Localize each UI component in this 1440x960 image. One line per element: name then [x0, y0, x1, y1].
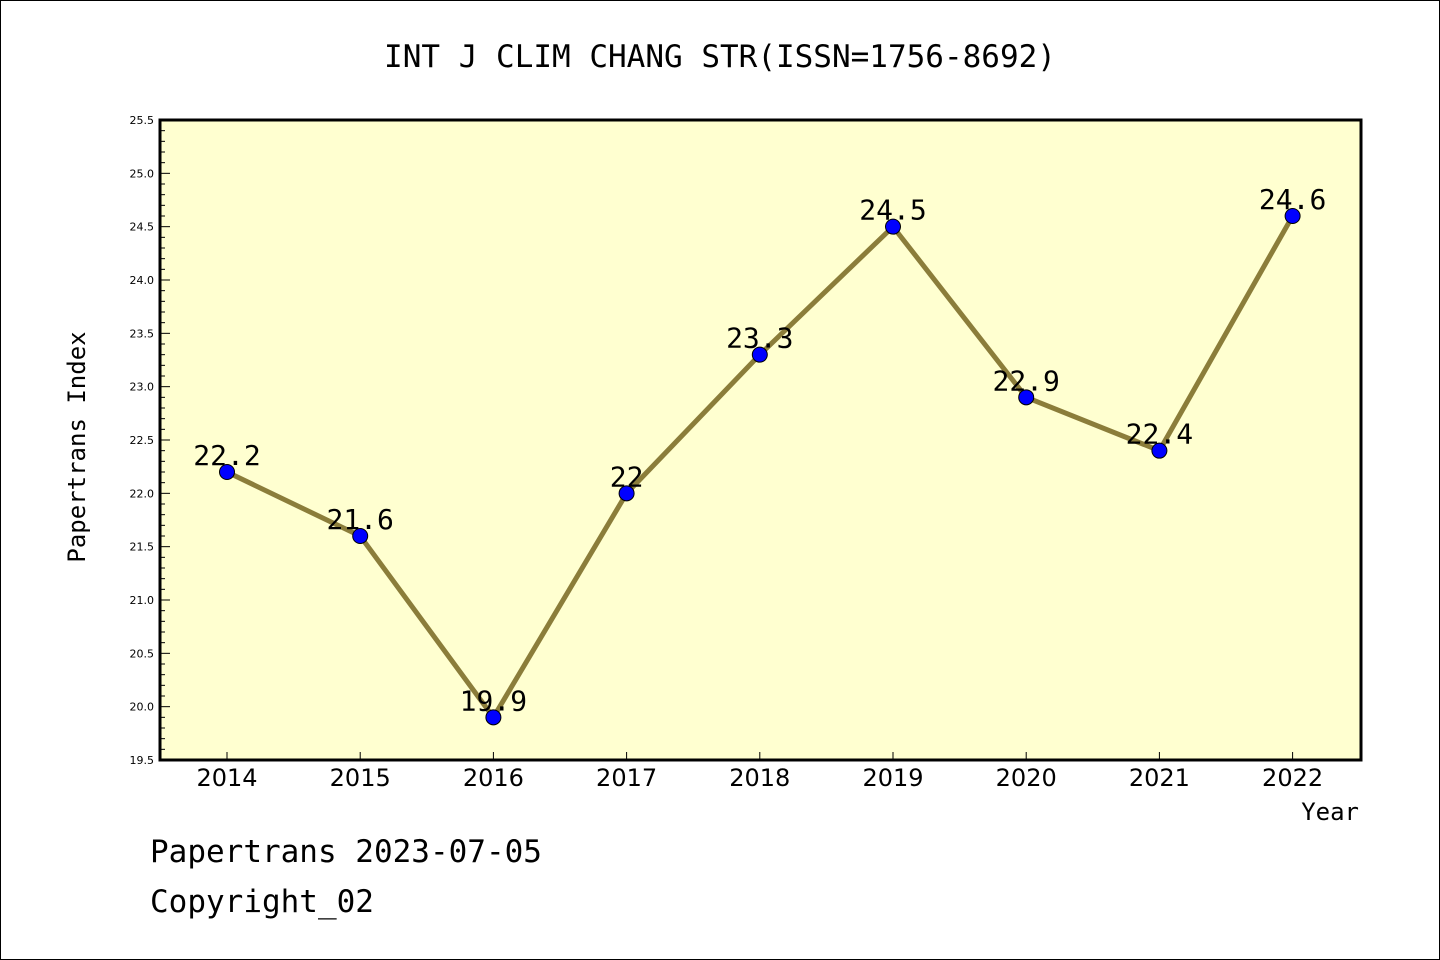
- y-tick-label: 20.0: [130, 701, 155, 714]
- y-axis: 19.5 20.0 20.5 21.0 21.5 22.0 22.5 23.0 23.5 24.0…: [130, 114, 170, 767]
- data-point: [885, 218, 901, 235]
- x-tick-label: 2018: [729, 764, 790, 792]
- x-tick-label: 2014: [196, 764, 257, 792]
- x-tick-label: 2017: [596, 764, 657, 792]
- data-label: 22.2: [193, 439, 260, 472]
- x-tick-label: 2016: [463, 764, 524, 792]
- data-point: [751, 346, 768, 363]
- y-tick-label: 22.0: [130, 487, 155, 500]
- footer-copyright: Copyright_02: [150, 884, 374, 920]
- y-tick-label: 19.5: [130, 754, 155, 767]
- y-tick-label: 23.0: [130, 381, 155, 394]
- data-label: 22: [610, 460, 644, 493]
- data-label: 24.6: [1259, 183, 1326, 216]
- data-point: [1151, 442, 1168, 459]
- data-label: 23.3: [726, 322, 793, 355]
- series-group: 22.2 21.6 19.9 22 23.3 24.5 22.9 22.4 24.6: [193, 183, 1326, 726]
- y-tick-label: 21.5: [130, 541, 155, 554]
- data-point: [1284, 208, 1301, 224]
- data-label: 22.9: [992, 364, 1059, 397]
- x-tick-label: 2019: [862, 764, 923, 792]
- data-label: 22.4: [1126, 418, 1193, 451]
- data-point: [1018, 389, 1035, 406]
- y-tick-label: 25.5: [130, 114, 155, 127]
- x-tick-label: 2020: [996, 764, 1057, 792]
- y-axis-label: Papertrans Index: [63, 331, 91, 562]
- y-tick-label: 24.0: [130, 274, 155, 287]
- x-tick-label: 2022: [1262, 764, 1323, 792]
- y-tick-label: 23.5: [130, 327, 155, 340]
- x-axis: 2014 2015 2016 2017 2018 2019 2020 2021 2022: [196, 752, 1323, 792]
- x-axis-label: Year: [1301, 798, 1359, 826]
- data-point: [485, 709, 502, 726]
- y-tick-label: 22.5: [130, 434, 155, 447]
- y-tick-label: 24.5: [130, 221, 155, 234]
- data-point: [219, 464, 235, 480]
- x-tick-label: 2021: [1129, 764, 1190, 792]
- y-tick-label: 25.0: [130, 167, 155, 180]
- data-label: 21.6: [326, 503, 393, 536]
- chart-title: INT J CLIM CHANG STR(ISSN=1756-8692): [384, 39, 1056, 75]
- data-point: [352, 528, 369, 544]
- data-label: 19.9: [460, 684, 527, 717]
- plot-area: [158, 118, 1363, 762]
- x-tick-label: 2015: [330, 764, 391, 792]
- y-tick-label: 20.5: [130, 647, 155, 660]
- data-point: [618, 485, 635, 502]
- footer-date: Papertrans 2023-07-05: [150, 834, 542, 870]
- y-tick-label: 21.0: [130, 594, 155, 607]
- data-label: 24.5: [859, 194, 926, 227]
